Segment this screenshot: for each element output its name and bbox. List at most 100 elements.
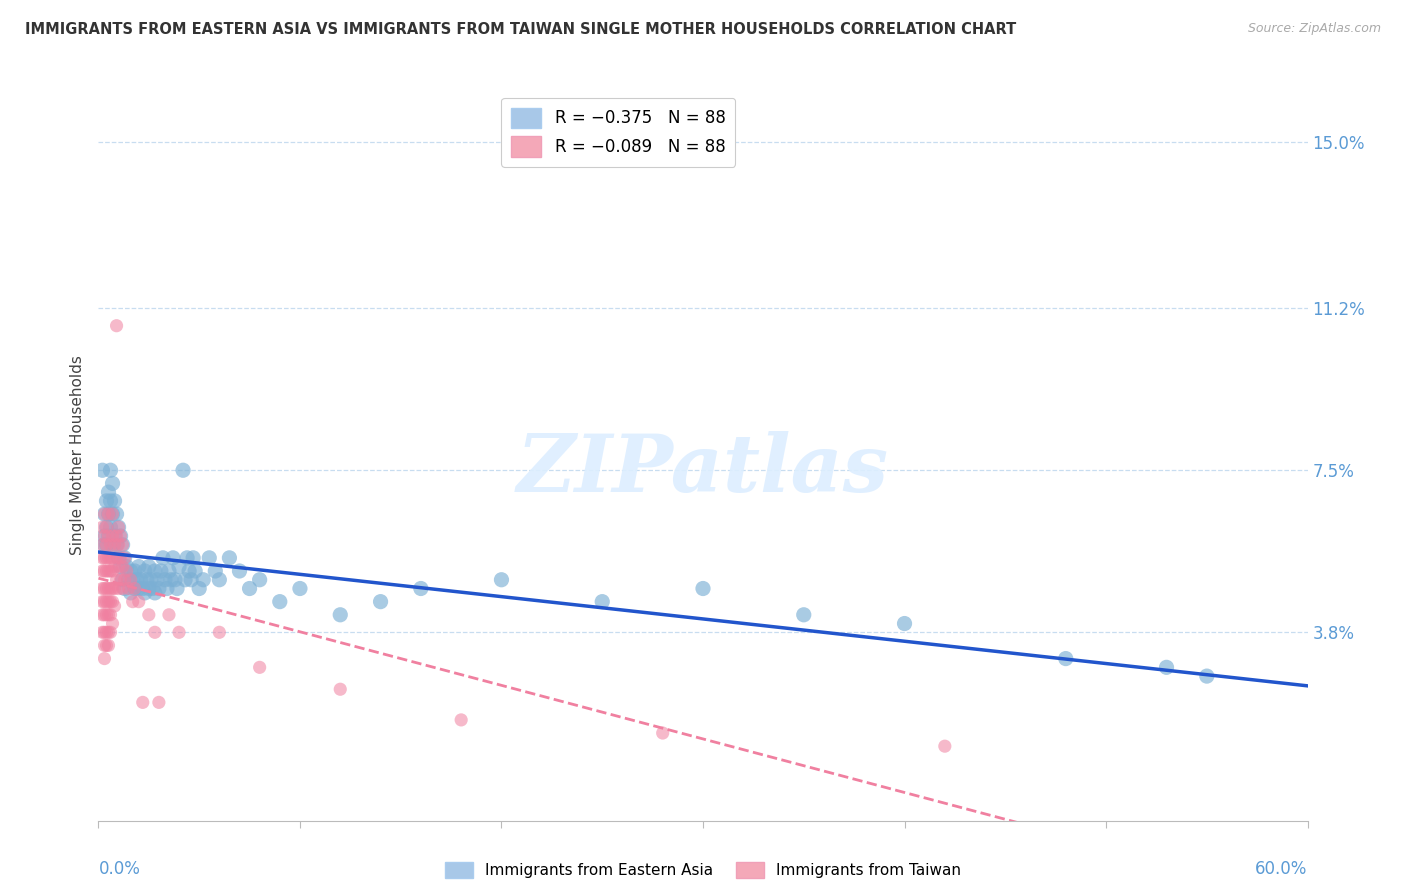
Point	[105, 318, 128, 333]
Point	[107, 559, 129, 574]
Point	[181, 550, 204, 565]
Point	[96, 538, 118, 552]
Point	[96, 594, 118, 608]
Point	[138, 607, 160, 622]
Point	[329, 607, 352, 622]
Point	[450, 713, 472, 727]
Point	[134, 564, 156, 578]
Point	[120, 573, 142, 587]
Y-axis label: Single Mother Households: Single Mother Households	[70, 355, 86, 555]
Point	[97, 529, 120, 543]
Legend: R = −0.375   N = 88, R = −0.089   N = 88: R = −0.375 N = 88, R = −0.089 N = 88	[502, 97, 735, 167]
Point	[93, 639, 115, 653]
Point	[176, 550, 198, 565]
Point	[107, 550, 129, 565]
Point	[135, 573, 157, 587]
Point	[93, 529, 115, 543]
Text: 0.0%: 0.0%	[98, 860, 141, 878]
Point	[142, 582, 165, 596]
Point	[97, 529, 120, 543]
Point	[269, 594, 291, 608]
Point	[153, 573, 176, 587]
Point	[893, 616, 915, 631]
Point	[93, 507, 115, 521]
Point	[121, 594, 143, 608]
Point	[1156, 660, 1178, 674]
Point	[93, 507, 115, 521]
Point	[105, 573, 128, 587]
Point	[101, 476, 124, 491]
Point	[128, 559, 150, 574]
Point	[591, 594, 613, 608]
Point	[105, 538, 128, 552]
Point	[96, 520, 118, 534]
Point	[100, 520, 122, 534]
Point	[162, 550, 184, 565]
Point	[692, 582, 714, 596]
Point	[103, 559, 125, 574]
Point	[208, 573, 231, 587]
Point	[651, 726, 673, 740]
Point	[138, 559, 160, 574]
Point	[124, 564, 146, 578]
Point	[409, 582, 432, 596]
Point	[100, 607, 122, 622]
Point	[103, 494, 125, 508]
Point	[97, 582, 120, 596]
Point	[179, 564, 201, 578]
Point	[111, 559, 134, 574]
Point	[105, 507, 128, 521]
Point	[148, 695, 170, 709]
Point	[111, 538, 134, 552]
Point	[101, 582, 124, 596]
Point	[93, 550, 115, 565]
Point	[91, 463, 114, 477]
Point	[105, 550, 128, 565]
Point	[139, 573, 162, 587]
Point	[120, 564, 142, 578]
Point	[103, 599, 125, 613]
Point	[143, 625, 166, 640]
Point	[793, 607, 815, 622]
Point	[128, 582, 150, 596]
Point	[111, 538, 134, 552]
Point	[103, 529, 125, 543]
Point	[93, 538, 115, 552]
Point	[93, 625, 115, 640]
Point	[491, 573, 513, 587]
Point	[91, 520, 114, 534]
Point	[107, 520, 129, 534]
Point	[96, 625, 118, 640]
Point	[101, 550, 124, 565]
Point	[114, 582, 136, 596]
Point	[121, 573, 143, 587]
Point	[97, 639, 120, 653]
Point	[249, 660, 271, 674]
Point	[93, 529, 115, 543]
Text: Source: ZipAtlas.com: Source: ZipAtlas.com	[1247, 22, 1381, 36]
Point	[100, 625, 122, 640]
Point	[132, 582, 155, 596]
Point	[114, 550, 136, 565]
Point	[100, 564, 122, 578]
Point	[100, 582, 122, 596]
Point	[208, 625, 231, 640]
Point	[101, 507, 124, 521]
Point	[143, 564, 166, 578]
Point	[97, 564, 120, 578]
Point	[115, 559, 138, 574]
Point	[188, 582, 211, 596]
Point	[110, 529, 132, 543]
Point	[156, 582, 179, 596]
Point	[124, 582, 146, 596]
Point	[96, 538, 118, 552]
Point	[97, 485, 120, 500]
Point	[97, 507, 120, 521]
Point	[100, 463, 122, 477]
Point	[110, 573, 132, 587]
Point	[101, 529, 124, 543]
Point	[101, 507, 124, 521]
Point	[105, 529, 128, 543]
Point	[100, 550, 122, 565]
Point	[115, 564, 138, 578]
